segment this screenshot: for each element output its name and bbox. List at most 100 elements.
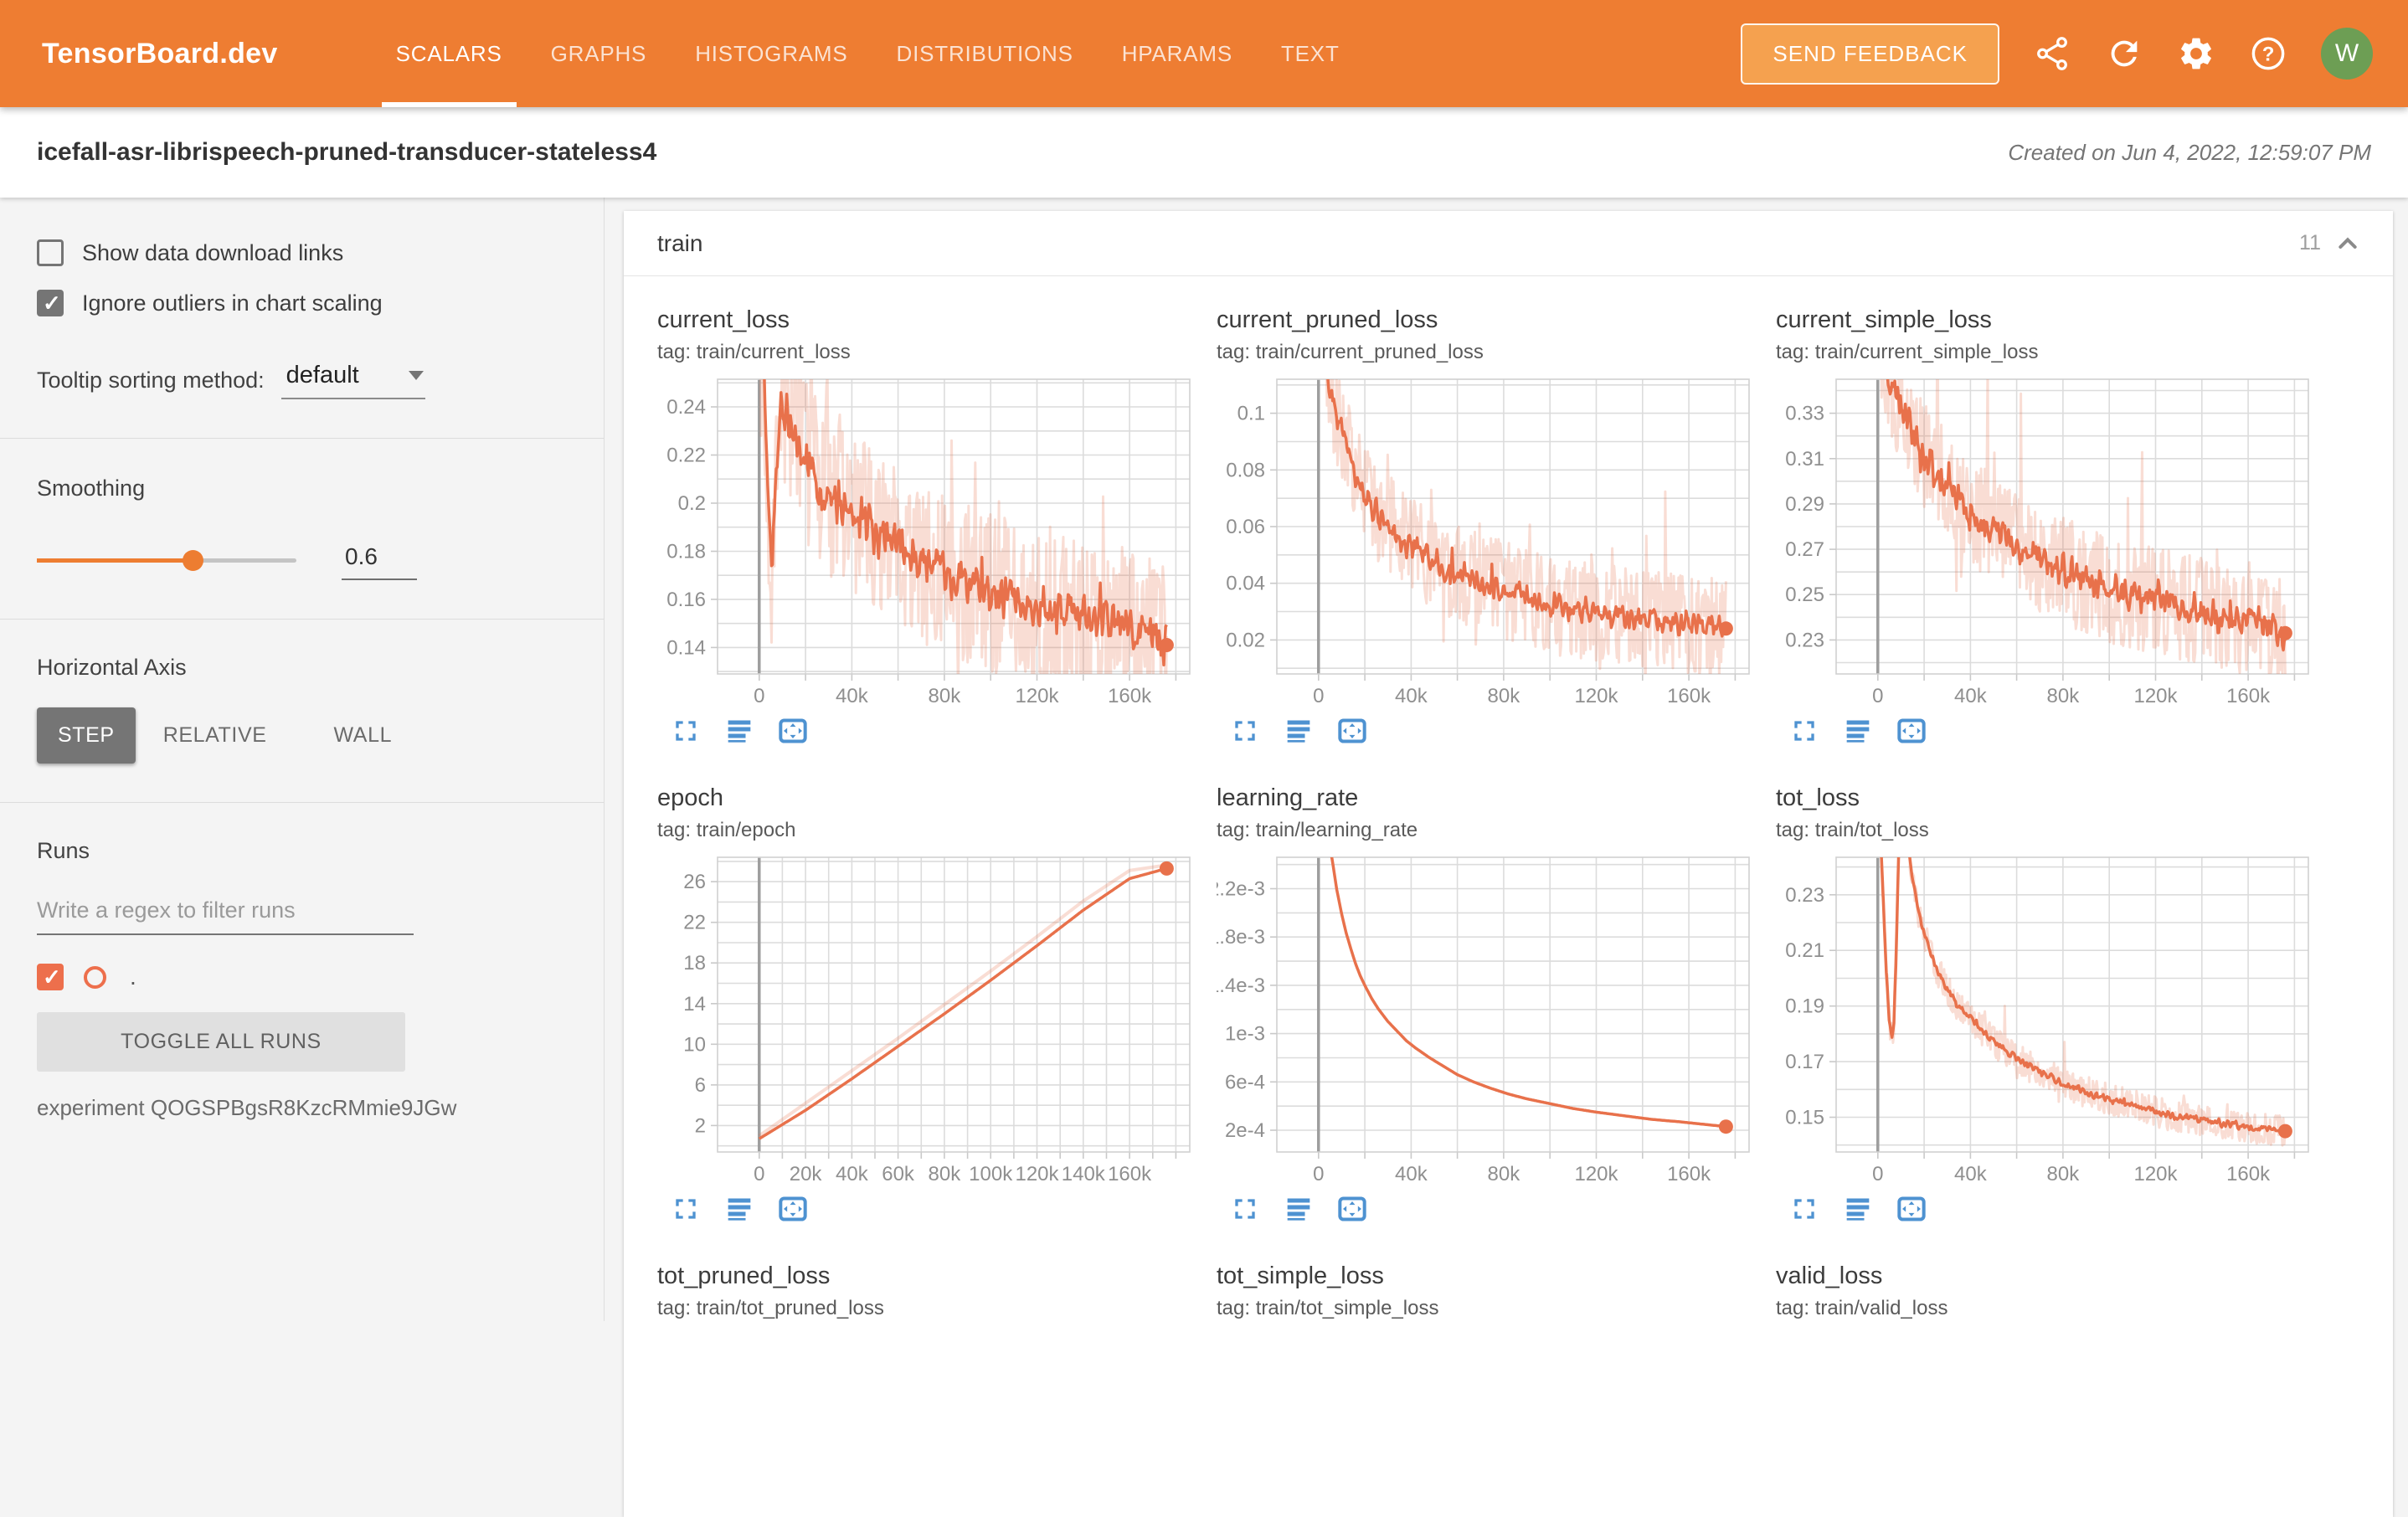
svg-text:22: 22 xyxy=(683,912,706,934)
chart-tag: tag: train/valid_loss xyxy=(1776,1297,2312,1320)
ignore-outliers-checkbox[interactable] xyxy=(37,290,64,316)
expand-icon[interactable] xyxy=(669,1192,702,1226)
chart-tag: tag: train/epoch xyxy=(657,819,1193,842)
tooltip-sorting-select[interactable]: default xyxy=(281,362,425,399)
smoothing-value-input[interactable]: 0.6 xyxy=(342,540,417,580)
tab-text[interactable]: TEXT xyxy=(1257,0,1364,107)
svg-text:26: 26 xyxy=(683,871,706,893)
expand-icon[interactable] xyxy=(1788,714,1821,748)
svg-text:120k: 120k xyxy=(2133,1163,2178,1185)
chevron-down-icon xyxy=(409,371,424,380)
svg-text:0.2: 0.2 xyxy=(678,492,706,515)
sidebar-divider xyxy=(0,438,604,439)
svg-text:40k: 40k xyxy=(836,1163,869,1185)
svg-text:160k: 160k xyxy=(2226,1163,2271,1185)
svg-text:80k: 80k xyxy=(1488,1163,1521,1185)
svg-text:0: 0 xyxy=(1872,685,1883,707)
run-color-swatch xyxy=(84,966,106,989)
tab-hparams[interactable]: HPARAMS xyxy=(1098,0,1257,107)
chart-tag: tag: train/current_simple_loss xyxy=(1776,341,2312,364)
ignore-outliers-row[interactable]: Ignore outliers in chart scaling xyxy=(37,290,562,316)
svg-text:0.1: 0.1 xyxy=(1237,403,1265,425)
svg-text:160k: 160k xyxy=(1108,685,1152,707)
svg-text:0.08: 0.08 xyxy=(1226,459,1265,481)
chart-card-valid_loss: valid_loss tag: train/valid_loss xyxy=(1776,1262,2312,1320)
svg-text:0: 0 xyxy=(1872,1163,1883,1185)
chart-title: current_loss xyxy=(657,306,1193,334)
axis-option-relative[interactable]: RELATIVE xyxy=(142,707,288,764)
smoothing-slider[interactable] xyxy=(37,558,296,563)
tooltip-sorting-label: Tooltip sorting method: xyxy=(37,368,265,393)
refresh-icon[interactable] xyxy=(2105,34,2143,73)
share-icon[interactable] xyxy=(2033,34,2071,73)
svg-text:120k: 120k xyxy=(2133,685,2178,707)
svg-text:10: 10 xyxy=(683,1033,706,1056)
chart-title: tot_loss xyxy=(1776,784,2312,812)
chart-title: epoch xyxy=(657,784,1193,812)
data-table-icon[interactable] xyxy=(723,714,756,748)
tab-graphs[interactable]: GRAPHS xyxy=(527,0,671,107)
settings-icon[interactable] xyxy=(2177,34,2215,73)
svg-text:40k: 40k xyxy=(1954,1163,1988,1185)
experiment-title: icefall-asr-librispeech-pruned-transduce… xyxy=(37,138,656,167)
smoothing-slider-thumb[interactable] xyxy=(183,550,203,571)
user-avatar[interactable]: W xyxy=(2321,28,2373,80)
run-row[interactable]: . xyxy=(37,964,562,990)
fit-domain-icon[interactable] xyxy=(1895,714,1928,748)
axis-option-step[interactable]: STEP xyxy=(37,707,136,764)
chart-actions xyxy=(1217,1192,1752,1226)
svg-text:160k: 160k xyxy=(2226,685,2271,707)
svg-text:2.2e-3: 2.2e-3 xyxy=(1217,878,1265,901)
settings-sidebar: Show data download links Ignore outliers… xyxy=(0,198,605,1321)
fit-domain-icon[interactable] xyxy=(1335,714,1369,748)
run-checkbox[interactable] xyxy=(37,964,64,990)
svg-text:0.18: 0.18 xyxy=(666,541,706,563)
svg-text:160k: 160k xyxy=(1667,1163,1711,1185)
chart-actions xyxy=(1217,714,1752,748)
chart-title: valid_loss xyxy=(1776,1262,2312,1290)
fit-domain-icon[interactable] xyxy=(1895,1192,1928,1226)
data-table-icon[interactable] xyxy=(1282,1192,1315,1226)
fit-domain-icon[interactable] xyxy=(776,1192,810,1226)
send-feedback-button[interactable]: SEND FEEDBACK xyxy=(1741,23,1999,85)
svg-text:0.29: 0.29 xyxy=(1785,493,1824,516)
horizontal-axis-label: Horizontal Axis xyxy=(37,655,562,681)
expand-icon[interactable] xyxy=(1228,714,1262,748)
data-table-icon[interactable] xyxy=(1841,1192,1875,1226)
toggle-all-runs-button[interactable]: TOGGLE ALL RUNS xyxy=(37,1012,405,1072)
tab-histograms[interactable]: HISTOGRAMS xyxy=(671,0,872,107)
smoothing-slider-fill xyxy=(37,558,193,563)
axis-option-wall[interactable]: WALL xyxy=(313,707,414,764)
fit-domain-icon[interactable] xyxy=(1335,1192,1369,1226)
data-table-icon[interactable] xyxy=(1282,714,1315,748)
runs-filter-input[interactable] xyxy=(37,894,414,935)
svg-text:?: ? xyxy=(2262,43,2275,65)
data-table-icon[interactable] xyxy=(723,1192,756,1226)
show-download-links-row[interactable]: Show data download links xyxy=(37,239,562,266)
svg-text:6e-4: 6e-4 xyxy=(1225,1071,1265,1093)
data-table-icon[interactable] xyxy=(1841,714,1875,748)
chart-tag: tag: train/tot_simple_loss xyxy=(1217,1297,1752,1320)
svg-text:0: 0 xyxy=(754,1163,764,1185)
tab-scalars[interactable]: SCALARS xyxy=(372,0,527,107)
train-section-header[interactable]: train 11 xyxy=(624,211,2393,276)
svg-text:0.24: 0.24 xyxy=(666,396,706,419)
chart-tag: tag: train/tot_pruned_loss xyxy=(657,1297,1193,1320)
chart-title: current_simple_loss xyxy=(1776,306,2312,334)
fit-domain-icon[interactable] xyxy=(776,714,810,748)
expand-icon[interactable] xyxy=(1228,1192,1262,1226)
tab-distributions[interactable]: DISTRIBUTIONS xyxy=(872,0,1098,107)
show-download-links-checkbox[interactable] xyxy=(37,239,64,266)
expand-icon[interactable] xyxy=(1788,1192,1821,1226)
collapse-chevron-icon[interactable] xyxy=(2334,230,2361,257)
svg-text:1e-3: 1e-3 xyxy=(1225,1023,1265,1046)
expand-icon[interactable] xyxy=(669,714,702,748)
horizontal-axis-options: STEP RELATIVE WALL xyxy=(37,707,562,764)
help-icon[interactable]: ? xyxy=(2249,34,2287,73)
svg-text:0.16: 0.16 xyxy=(666,589,706,611)
